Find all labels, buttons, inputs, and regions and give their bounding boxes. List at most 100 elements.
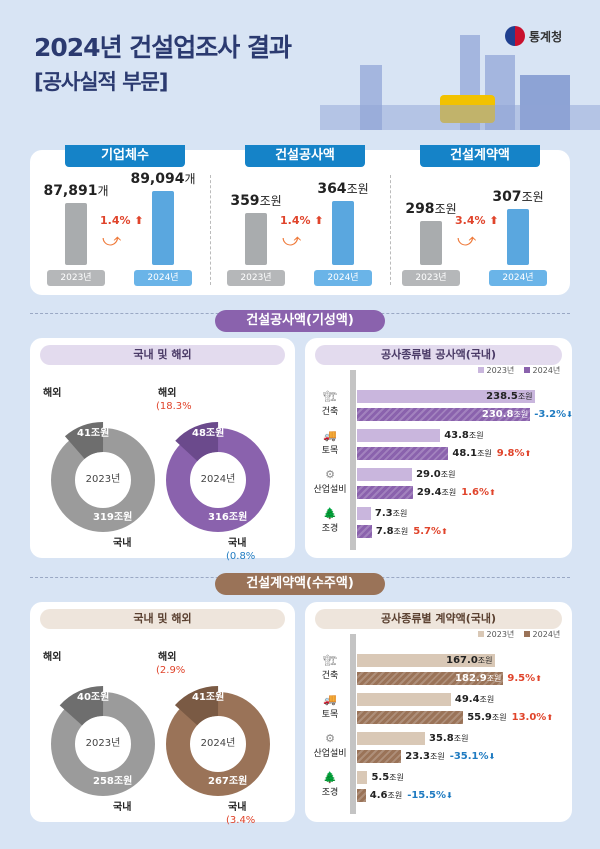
- bar-value: 7.3: [374, 508, 393, 519]
- arrow-down-icon: ⬇: [566, 410, 573, 419]
- arrow-up-icon: ⬆: [524, 449, 532, 458]
- donut-panel-title: 국내 및 해외: [40, 345, 285, 365]
- change-label: 9.5% ⬆: [507, 672, 541, 685]
- bar-axis: [350, 370, 356, 550]
- bar-2024: [357, 789, 366, 802]
- overseas-change: (2.9%: [156, 665, 186, 676]
- bar-unit: 조원: [393, 527, 409, 536]
- bar-unit: 조원: [392, 509, 408, 518]
- change-value: 3.4%: [455, 214, 486, 227]
- bar-unit: 조원: [486, 674, 502, 683]
- legend-2024: 2024년: [524, 629, 560, 640]
- arrow-up-icon: ⬆: [441, 527, 448, 536]
- change-value: -15.5%: [407, 790, 447, 801]
- money-icon: [420, 221, 442, 265]
- page-title: 2024년 건설업조사 결과: [34, 33, 292, 62]
- value-v2024: 89,094개: [118, 171, 208, 187]
- bar-2024: [357, 672, 504, 685]
- value-unit: 조원: [521, 190, 544, 204]
- overseas-label: 해외: [158, 652, 177, 663]
- donut-slice-overseas: [45, 422, 161, 538]
- hard-hat-icon: [245, 213, 267, 265]
- donut-chart-svg: [45, 686, 276, 802]
- summary-tab: 건설공사액: [245, 145, 365, 167]
- domestic-label: 국내: [228, 802, 247, 813]
- bar-unit: 조원: [453, 734, 469, 743]
- bar-value: 230.8: [481, 409, 514, 420]
- overseas-value: 41조원: [77, 428, 110, 439]
- domestic-value: 258조원: [93, 776, 133, 787]
- bar-value: 55.9: [467, 712, 492, 723]
- change-percent: 1.4% ⬆: [100, 214, 144, 227]
- category-icon: 🌲: [323, 771, 337, 784]
- change-label: 5.7% ⬆: [413, 525, 447, 538]
- bar-value-label: 29.0 조원: [416, 468, 455, 481]
- year-label: 2024년: [134, 270, 192, 286]
- domestic-label: 국내: [113, 538, 132, 549]
- donut-year-label: 2024년: [200, 474, 236, 485]
- section-band-construction-amount: 건설공사액(기성액): [215, 310, 385, 332]
- change-value: 5.7%: [413, 526, 441, 537]
- bar-value: 182.9: [455, 673, 487, 684]
- category-label: 산업설비: [313, 485, 347, 495]
- bar-value: 29.0: [416, 469, 441, 480]
- year-label: 2024년: [489, 270, 547, 286]
- year-label: 2023년: [47, 270, 105, 286]
- value-unit: 조원: [259, 194, 282, 208]
- domestic-label: 국내: [228, 538, 247, 549]
- summary-tab: 기업체수: [65, 145, 185, 167]
- bar-value-label: 238.5 조원: [473, 390, 532, 403]
- bar-2023: [357, 507, 371, 520]
- donut-year-label: 2023년: [85, 738, 121, 749]
- category-icon: 🌲: [323, 507, 337, 520]
- change-label: 1.6% ⬆: [461, 486, 495, 499]
- bar-value-label: 182.9 조원: [441, 672, 501, 685]
- bar-2023: [357, 771, 368, 784]
- bar-value-label: 230.8 조원: [468, 408, 528, 421]
- overseas-value: 40조원: [77, 692, 110, 703]
- bar-value-label: 49.4 조원: [455, 693, 494, 706]
- money-icon: [507, 209, 529, 265]
- section-band-contract-amount: 건설계약액(수주액): [215, 573, 385, 595]
- bar-value-label: 48.1 조원 9.8% ⬆: [452, 447, 531, 460]
- logo: 통계청: [505, 26, 562, 46]
- change-label: 13.0% ⬆: [512, 711, 553, 724]
- bar-unit: 조원: [387, 791, 403, 800]
- bar-value: 5.5: [371, 772, 390, 783]
- overseas-value: 48조원: [192, 428, 225, 439]
- change-value: 1.4%: [280, 214, 311, 227]
- overseas-value: 41조원: [192, 692, 225, 703]
- category-icon: 🚚: [323, 693, 337, 706]
- bar-2023: [357, 693, 451, 706]
- legend-2024: 2024년: [524, 365, 560, 376]
- bar-unit: 조원: [440, 470, 456, 479]
- category-label: 조경: [321, 788, 339, 798]
- bar-unit: 조원: [491, 713, 507, 722]
- category-label: 조경: [321, 524, 339, 534]
- bar-value: 4.6: [369, 790, 388, 801]
- category-icon: ⚙: [325, 468, 335, 481]
- bar-unit: 조원: [389, 773, 404, 782]
- change-value: 13.0%: [511, 712, 547, 723]
- domestic-value: 316조원: [208, 512, 248, 523]
- overseas-change: (18.3%: [156, 401, 192, 412]
- bar-2023: [357, 654, 495, 667]
- bar-unit: 조원: [513, 410, 529, 419]
- bar-2023: [357, 468, 413, 481]
- change-value: -35.1%: [449, 751, 489, 762]
- bar-2024: [357, 486, 413, 499]
- bar-unit: 조원: [441, 488, 457, 497]
- change-label: 9.8% ⬆: [497, 447, 531, 460]
- donut-slice-overseas: [159, 421, 276, 538]
- bar-value: 23.3: [405, 751, 430, 762]
- category-icon: ⚙: [325, 732, 335, 745]
- value-number: 298: [405, 201, 435, 217]
- category-label: 건축: [321, 407, 339, 417]
- value-v2024: 307조원: [473, 189, 563, 205]
- change-value: -3.2%: [534, 409, 567, 420]
- value-v2023: 87,891개: [31, 183, 121, 199]
- bar-unit: 조원: [479, 695, 495, 704]
- bar-2024: [357, 711, 464, 724]
- value-v2024: 364조원: [298, 181, 388, 197]
- building-icon: [152, 191, 174, 265]
